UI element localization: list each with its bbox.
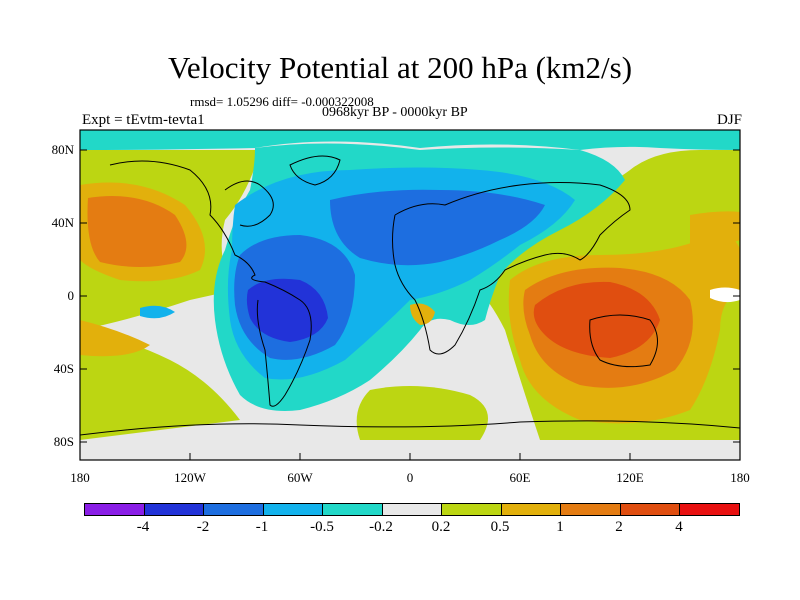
lat-ticks [80,149,740,443]
colorbar-label: -0.2 [369,519,393,535]
lon-label-0: 0 [406,470,414,485]
period-text: 0968kyr BP - 0000kyr BP [322,105,468,120]
colorbar-label: -1 [255,519,269,535]
lon-label-60w: 60W [287,470,313,485]
lat-label-40n: 40N [51,215,74,230]
colorbar-box [322,503,383,516]
lon-label-180w: 180 [70,470,90,485]
colorbar-box [381,503,443,516]
colorbar-label: 0.5 [490,519,510,535]
stats-text: rmsd= 1.05296 diff= -0.000322008 [190,94,374,109]
colorbar-box [203,503,264,516]
colorbar-box [441,503,502,516]
lat-label-80s: 80S [53,434,74,449]
colorbar-box [560,503,621,516]
season-label: DJF [716,112,742,128]
lon-label-180e: 180 [730,470,750,485]
map-title: Velocity Potential at 200 hPa (km2/s) [167,50,633,85]
colorbar [84,503,741,516]
colorbar-box [500,503,562,516]
colorbar-box [679,503,741,516]
lon-label-120e: 120E [616,470,644,485]
colorbar-label: 1 [556,519,564,535]
lon-ticks [79,453,741,460]
experiment-label: Expt = tEvtm-tevta1 [82,112,205,128]
colorbar-box [143,503,205,516]
colorbar-label: 0.2 [431,519,451,535]
colorbar-label: -2 [196,519,210,535]
lat-label-80n: 80N [51,142,74,157]
lon-label-60e: 60E [509,470,531,485]
lat-label-40s: 40S [53,361,74,376]
colorbar-box [619,503,681,516]
coastlines [80,155,740,436]
lat-label-eq: 0 [67,288,75,303]
colorbar-label: 4 [675,519,683,535]
colorbar-label: 2 [615,519,623,535]
lon-label-120w: 120W [174,470,206,485]
colorbar-box [84,503,145,516]
colorbar-box [262,503,324,516]
colorbar-label: -0.5 [310,519,334,535]
colorbar-label: -4 [136,519,150,535]
